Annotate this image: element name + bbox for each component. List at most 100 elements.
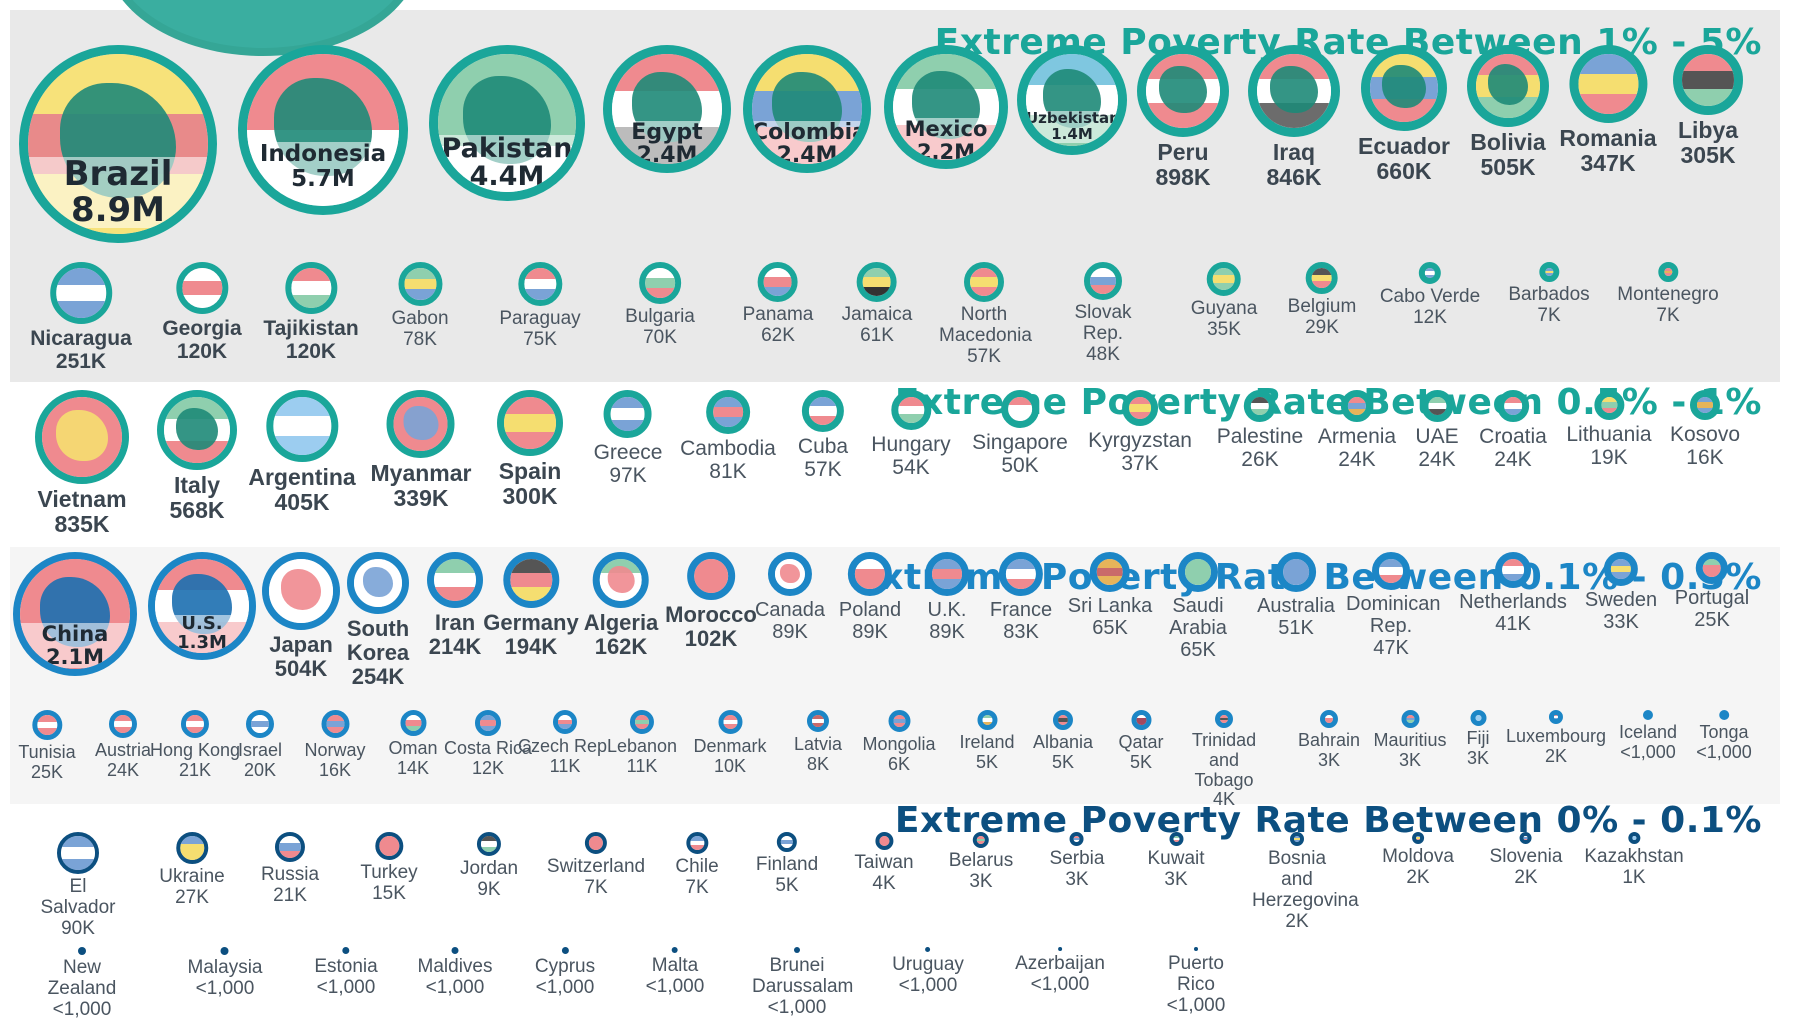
country-label: Luxembourg 2K <box>1506 726 1606 767</box>
country-name: Fiji <box>1466 728 1490 748</box>
country-flag-bubble <box>1604 552 1638 586</box>
country-label: Kosovo 16K <box>1670 423 1740 469</box>
country-name: France <box>989 599 1053 621</box>
poverty-count: 3K <box>1398 749 1422 770</box>
country-flag-bubble <box>705 390 750 434</box>
flag-stripe <box>403 278 436 290</box>
country-item: Sweden 33K <box>1585 552 1657 633</box>
flag-stripe <box>811 723 824 727</box>
flag-stripe <box>1703 565 1721 572</box>
flag-stripe <box>808 406 837 416</box>
country-flag-bubble <box>999 552 1043 596</box>
country-label: Kazakhstan 1K <box>1584 846 1683 889</box>
country-item: Trinidad and Tobago 4K <box>1179 710 1269 810</box>
country-label: Australia 51K <box>1257 595 1335 639</box>
flag-stripe <box>976 836 985 839</box>
country-item: Ireland 5K <box>959 710 1015 773</box>
flag-stripe <box>634 719 649 725</box>
poverty-count: <1,000 <box>1696 741 1752 762</box>
country-name: Switzerland <box>546 856 646 877</box>
country-flag-bubble <box>1401 710 1419 728</box>
country-item: Israel 20K <box>238 710 282 781</box>
country-item: Ecuador 660K <box>1358 45 1450 185</box>
poverty-count: 5K <box>975 751 999 772</box>
flag-stripe <box>250 721 269 728</box>
country-label: Albania 5K <box>1033 732 1093 773</box>
poverty-count: 8K <box>806 753 830 774</box>
flag-stripe <box>1057 721 1068 725</box>
country-item: Belgium 29K <box>1288 262 1356 339</box>
country-flag-bubble <box>1243 390 1276 422</box>
country-flag-bubble <box>1319 710 1338 728</box>
country-label: Portugal 25K <box>1675 587 1750 631</box>
country-flag-bubble <box>1069 832 1084 846</box>
country-item: Croatia 24K <box>1479 390 1547 471</box>
flag-stripe <box>61 847 95 859</box>
country-flag-bubble <box>1372 552 1410 590</box>
country-item: Austria 24K <box>95 710 151 781</box>
country-label: Puerto Rico <1,000 <box>1151 953 1241 1017</box>
poverty-count: 89K <box>852 621 888 643</box>
poverty-count: 25K <box>30 761 64 782</box>
country-flag-bubble: China 2.1M <box>13 552 137 676</box>
country-label: Tajikistan 120K <box>263 317 358 363</box>
flag-stripe <box>1415 837 1420 839</box>
country-name: North Macedonia <box>939 304 1032 346</box>
poverty-count: 29K <box>1305 316 1339 338</box>
flag-stripe <box>1601 402 1617 408</box>
flag-stripe <box>179 852 204 860</box>
flag-stripe <box>1006 568 1036 580</box>
country-item: Hong Kong 21K <box>150 710 240 781</box>
country-label: Fiji 3K <box>1466 728 1490 769</box>
country-flag-bubble <box>593 552 649 608</box>
country-flag-bubble <box>497 390 563 456</box>
country-item: Moldova 2K <box>1382 832 1454 889</box>
country-label: Kyrgyzstan 37K <box>1088 429 1192 475</box>
flag-stripe <box>524 278 556 290</box>
flag-stripe <box>278 843 301 851</box>
poverty-count: 61K <box>860 324 894 346</box>
country-item: Oman 14K <box>388 710 438 779</box>
flag-stripe <box>1601 397 1617 403</box>
flag-stripe <box>1476 96 1540 118</box>
country-item: El Salvador 90K <box>33 832 123 940</box>
poverty-count: 3K <box>1317 749 1341 770</box>
poverty-count: 7K <box>1656 304 1680 326</box>
country-item: Pakistan 4.4M <box>429 45 585 201</box>
country-label: Russia 21K <box>261 864 319 907</box>
flag-stripe <box>1415 836 1420 838</box>
country-item: Spain 300K <box>497 390 563 510</box>
country-name: Greece <box>593 441 663 464</box>
country-label: Costa Rica 12K <box>444 738 532 779</box>
country-label: Lebanon 11K <box>607 736 677 777</box>
country-name: Montenegro <box>1617 284 1719 305</box>
country-name: Denmark <box>693 736 767 756</box>
flag-stripe <box>712 397 743 408</box>
flag-stripe <box>557 724 572 729</box>
poverty-count: 568K <box>169 497 225 524</box>
country-item: Slovenia 2K <box>1490 832 1562 889</box>
country-item: Canada 89K <box>755 552 825 643</box>
country-name: Barbados <box>1508 284 1590 305</box>
country-silhouette-icon <box>1270 65 1318 114</box>
country-name: Guyana <box>1190 298 1258 319</box>
country-flag-bubble <box>552 710 577 734</box>
flag-stripe <box>1347 403 1366 410</box>
flag-stripe <box>1703 571 1721 577</box>
country-flag-bubble <box>1495 552 1531 588</box>
country-name: Netherlands <box>1459 591 1567 613</box>
flag-stripe <box>1220 715 1228 718</box>
country-item: Turkey 15K <box>360 832 418 905</box>
poverty-count: 97K <box>609 464 647 488</box>
country-name: Cyprus <box>534 956 596 977</box>
country-item: Australia 51K <box>1257 552 1335 639</box>
flag-stripe <box>36 728 57 735</box>
poverty-count: 16K <box>318 759 352 780</box>
country-label: Armenia 24K <box>1318 425 1396 471</box>
flag-stripe <box>1475 715 1481 718</box>
country-item: Kyrgyzstan 37K <box>1088 390 1192 475</box>
country-flag-bubble <box>1248 45 1340 137</box>
country-flag-bubble <box>718 710 742 734</box>
flag-stripe <box>1006 559 1036 570</box>
flag-stripe <box>1250 397 1269 404</box>
